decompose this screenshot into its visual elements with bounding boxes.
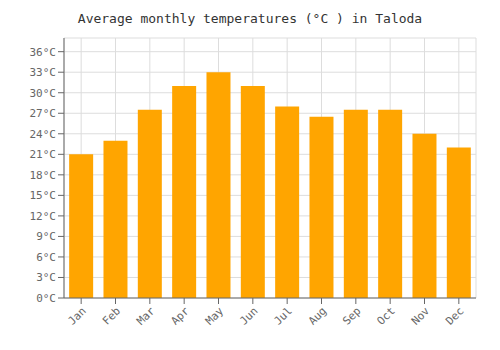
svg-text:Apr: Apr	[169, 304, 193, 328]
svg-text:24°C: 24°C	[30, 128, 57, 141]
svg-text:Oct: Oct	[375, 304, 398, 327]
svg-text:33°C: 33°C	[30, 66, 57, 79]
svg-text:3°C: 3°C	[36, 271, 56, 284]
svg-text:Sep: Sep	[340, 304, 363, 327]
svg-text:Feb: Feb	[100, 304, 123, 327]
svg-text:Mar: Mar	[134, 304, 158, 328]
svg-text:Jul: Jul	[272, 304, 295, 327]
svg-text:12°C: 12°C	[30, 210, 57, 223]
svg-text:Nov: Nov	[409, 304, 433, 328]
svg-text:Aug: Aug	[306, 304, 329, 327]
svg-text:36°C: 36°C	[30, 46, 57, 59]
svg-text:27°C: 27°C	[30, 107, 57, 120]
html-text:Average monthly temperatures (: Average monthly temperatures (°C ) in Ta…	[77, 11, 423, 26]
svg-text:Dec: Dec	[443, 304, 466, 327]
svg-text:May: May	[203, 304, 227, 328]
svg-text:30°C: 30°C	[30, 87, 57, 100]
svg-text:21°C: 21°C	[30, 148, 57, 161]
svg-text:15°C: 15°C	[30, 189, 57, 202]
svg-text:Jun: Jun	[237, 304, 260, 327]
svg-text:18°C: 18°C	[30, 169, 57, 182]
svg-text:6°C: 6°C	[36, 251, 56, 264]
svg-text:0°C: 0°C	[36, 292, 56, 305]
svg-text:Jan: Jan	[66, 304, 89, 327]
svg-text:9°C: 9°C	[36, 230, 56, 243]
